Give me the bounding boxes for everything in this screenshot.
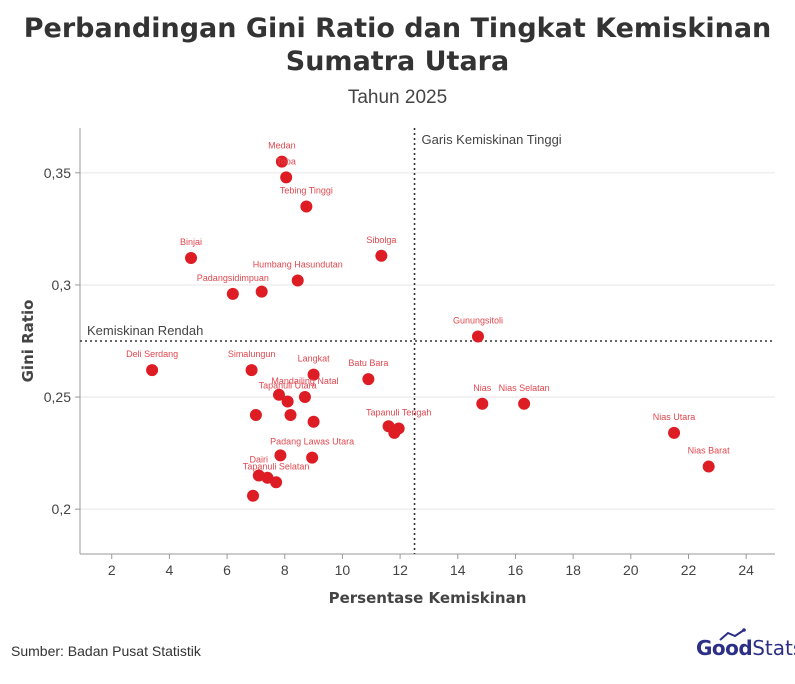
data-point: [272, 388, 285, 401]
chart-title-line2: Sumatra Utara: [285, 46, 510, 77]
point-label: Tebing Tinggi: [280, 185, 333, 195]
x-tick-label: 8: [281, 562, 289, 578]
point-label: Padangsidimpuan: [197, 273, 269, 283]
data-point: [702, 460, 715, 473]
data-point: [476, 397, 489, 410]
y-tick-label: 0,2: [52, 501, 72, 517]
data-point: [280, 171, 293, 184]
data-point: [247, 489, 260, 502]
point-label: Sibolga: [366, 235, 396, 245]
logo-text-bold: Good: [696, 636, 753, 660]
point-label: Tapanuli Selatan: [243, 461, 310, 471]
logo-trend-icon: [719, 628, 746, 641]
data-point: [518, 397, 531, 410]
point-label: Padang Lawas Utara: [270, 437, 354, 447]
horizontal-reference-label: Kemiskinan Rendah: [87, 323, 203, 338]
point-label: Gunungsitoli: [453, 316, 503, 326]
grid-lines: [80, 172, 775, 510]
x-tick-label: 20: [623, 562, 639, 578]
point-label: Tapanuli Tengah: [366, 407, 431, 417]
point-label: Simalungun: [228, 349, 276, 359]
data-point: [281, 395, 294, 408]
x-tick-label: 16: [508, 562, 524, 578]
data-point: [146, 364, 159, 377]
point-label: Binjai: [180, 237, 202, 247]
x-tick-label: 4: [165, 562, 173, 578]
point-label: Dairi: [250, 455, 269, 465]
data-point: [226, 287, 239, 300]
data-point: [668, 426, 681, 439]
data-point: [249, 408, 262, 421]
point-label: Medan: [268, 141, 296, 151]
data-point: [375, 249, 388, 262]
data-point: [255, 285, 268, 298]
chart-title: Perbandingan Gini Ratio dan Tingkat Kemi…: [0, 12, 795, 78]
point-label: Deli Serdang: [126, 349, 178, 359]
point-label: Nias Barat: [688, 446, 731, 456]
data-point: [362, 373, 375, 386]
vertical-reference-label: Garis Kemiskinan Tinggi: [422, 132, 562, 147]
point-label: Langkat: [298, 354, 331, 364]
data-point: [306, 451, 319, 464]
x-tick-label: 12: [392, 562, 408, 578]
x-axis-title: Persentase Kemiskinan: [329, 589, 527, 607]
axes: 0,20,250,30,352 4 6 8 10 12 14 16 18 20 22 24Persen…: [19, 128, 775, 607]
source-note: Sumber: Badan Pusat Statistik: [11, 643, 201, 659]
data-point: [245, 364, 258, 377]
data-point: [275, 155, 288, 168]
goodstats-logo: GoodStats: [696, 628, 795, 660]
point-label: Toba: [276, 156, 296, 166]
data-point: [298, 391, 311, 404]
x-tick-label: 22: [681, 562, 697, 578]
point-label: Nias Utara: [653, 412, 696, 422]
point-label: Batu Bara: [348, 358, 388, 368]
y-tick-label: 0,25: [44, 389, 71, 405]
chart-title-line1: Perbandingan Gini Ratio dan Tingkat Kemi…: [23, 13, 772, 44]
data-point: [284, 408, 297, 421]
reference-lines: Garis Kemiskinan Tinggi Kemiskinan Rendah: [80, 128, 775, 554]
y-tick-label: 0,3: [52, 277, 72, 293]
chart-subtitle: Tahun 2025: [347, 87, 448, 108]
x-tick-label: 6: [223, 562, 231, 578]
point-label: Nias Selatan: [499, 383, 550, 393]
data-point: [388, 426, 401, 439]
y-tick-label: 0,35: [44, 165, 71, 181]
x-tick-label: 14: [450, 562, 466, 578]
data-points: [146, 155, 715, 502]
logo-text-light: Stats: [752, 636, 795, 660]
data-point: [274, 449, 287, 462]
data-point: [471, 330, 484, 343]
data-point: [307, 415, 320, 428]
data-point: [300, 200, 313, 213]
data-point: [307, 368, 320, 381]
point-label: Mandailing Natal: [271, 376, 338, 386]
x-tick-label: 2: [108, 562, 116, 578]
data-point: [270, 476, 283, 489]
x-tick-label: 10: [335, 562, 351, 578]
data-point: [185, 252, 198, 265]
y-axis-title: Gini Ratio: [19, 300, 37, 383]
point-labels: Medan Toba Tebing Tinggi Binjai Sibolga Humba…: [126, 141, 730, 472]
data-point: [291, 274, 304, 287]
x-tick-label: 24: [738, 562, 754, 578]
point-label: Nias: [473, 383, 492, 393]
point-label: Humbang Hasundutan: [253, 259, 343, 269]
point-label: Tapanuli Utara: [259, 381, 317, 391]
x-tick-label: 18: [565, 562, 581, 578]
